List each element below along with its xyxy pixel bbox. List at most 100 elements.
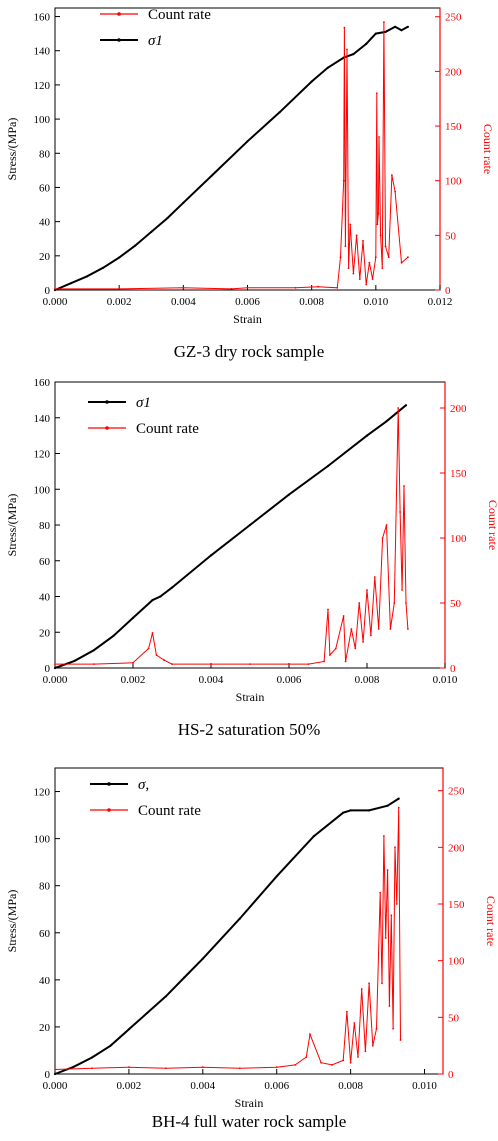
- stress-point: [349, 809, 352, 812]
- legend-label: Count rate: [136, 421, 199, 437]
- count-rate-point: [155, 654, 158, 656]
- count-rate-point: [405, 602, 407, 604]
- count-rate-point: [238, 1067, 241, 1070]
- y-tick-label: 0: [45, 1069, 51, 1081]
- stress-point: [69, 282, 73, 285]
- stress-point: [92, 649, 96, 652]
- count-rate-point: [349, 223, 352, 226]
- y2-tick-label: 250: [445, 12, 462, 24]
- stress-point: [386, 804, 389, 807]
- count-rate-point: [230, 288, 233, 290]
- count-rate-point: [381, 982, 383, 985]
- y2-tick-label: 100: [448, 956, 465, 968]
- y-axis-label: Stress/(MPa): [5, 890, 19, 953]
- count-rate-point: [54, 288, 56, 290]
- plot-frame: [54, 767, 444, 1075]
- count-rate-point: [407, 628, 409, 630]
- y2-tick-label: 100: [450, 533, 467, 545]
- count-rate-point: [387, 256, 390, 259]
- count-rate-point: [294, 286, 297, 289]
- count-rate-point: [399, 511, 401, 513]
- count-rate-point: [309, 1033, 311, 1036]
- stress-point: [365, 42, 368, 46]
- y2-tick-label: 150: [448, 899, 465, 911]
- count-rate-point: [353, 1022, 356, 1024]
- count-rate-point: [393, 602, 396, 604]
- count-rate-point: [307, 663, 310, 665]
- stress-point: [166, 217, 169, 220]
- y2-axis-label: Count rate: [484, 896, 498, 946]
- count-rate-point: [394, 190, 396, 193]
- count-rate-point: [378, 136, 380, 138]
- count-rate-point: [375, 1027, 378, 1030]
- count-rate-series: [54, 807, 401, 1070]
- stress-point: [131, 616, 135, 619]
- y-axis-label: Stress/(MPa): [5, 494, 19, 557]
- count-rate-point: [339, 256, 342, 259]
- y-tick-label: 60: [39, 556, 51, 568]
- count-rate-point: [383, 21, 385, 24]
- stress-point: [118, 256, 121, 259]
- count-rate-point: [374, 256, 377, 259]
- y-tick-label: 100: [34, 484, 51, 496]
- legend-label: σ,: [138, 777, 149, 793]
- y-tick-label: 100: [34, 834, 51, 846]
- count-rate-point: [323, 660, 325, 663]
- y2-tick-label: 200: [445, 66, 462, 78]
- count-rate-point: [383, 835, 385, 837]
- stress-point: [406, 25, 409, 28]
- count-rate-point: [376, 223, 379, 226]
- y-tick-label: 60: [39, 928, 51, 940]
- y-tick-label: 60: [39, 182, 51, 194]
- count-rate-point: [407, 256, 409, 259]
- count-rate-point: [294, 1064, 297, 1066]
- count-rate-point: [401, 589, 403, 591]
- x-axis-label: Strain: [235, 1096, 264, 1108]
- count-rate-point: [395, 903, 398, 905]
- stress-point: [384, 30, 387, 33]
- chart-caption: HS-2 saturation 50%: [177, 720, 321, 739]
- y-tick-label: 120: [34, 787, 51, 799]
- legend-label: Count rate: [148, 7, 211, 23]
- chart-caption: GZ-3 dry rock sample: [173, 342, 325, 361]
- stress-point: [112, 634, 115, 637]
- count-rate-point: [118, 288, 121, 290]
- y-tick-label: 80: [39, 881, 51, 893]
- y-tick-label: 140: [34, 413, 51, 425]
- x-tick-label: 0.002: [121, 674, 146, 686]
- count-rate-point: [399, 1039, 402, 1041]
- count-rate-point: [390, 914, 393, 917]
- y2-tick-label: 150: [445, 121, 462, 133]
- count-rate-point: [54, 663, 56, 665]
- count-rate-point: [391, 174, 393, 177]
- count-rate-point: [132, 661, 134, 664]
- stress-point: [404, 404, 408, 407]
- count-rate-point: [327, 608, 329, 611]
- y2-axis-label: Count rate: [486, 500, 498, 550]
- count-rate-point: [317, 285, 319, 288]
- count-rate-point: [91, 1067, 93, 1070]
- count-rate-point: [389, 628, 392, 630]
- y-tick-label: 20: [39, 627, 51, 639]
- stress-point: [209, 554, 213, 557]
- y-tick-label: 40: [39, 592, 51, 604]
- count-rate-point: [163, 659, 166, 662]
- stress-point: [127, 1028, 130, 1031]
- count-rate-point: [350, 628, 353, 630]
- count-rate-point: [343, 26, 346, 29]
- count-rate-point: [370, 634, 372, 637]
- stress-point: [90, 1056, 94, 1059]
- chart-hs2: 0.000 0.002 0.004 0.006 0.008 0.0100204060801…: [5, 377, 498, 704]
- legend-marker: [117, 38, 121, 42]
- count-rate-point: [355, 234, 358, 237]
- count-rate-point: [365, 283, 368, 286]
- count-rate-point: [366, 589, 368, 591]
- stress-point: [150, 230, 153, 233]
- x-tick-label: 0.000: [43, 1080, 68, 1092]
- count-rate-series: [55, 22, 409, 290]
- stress-point: [134, 244, 137, 247]
- legend-label: Count rate: [138, 803, 201, 819]
- legend-marker: [107, 782, 111, 786]
- stress-point: [400, 29, 403, 32]
- stress-point: [385, 420, 388, 423]
